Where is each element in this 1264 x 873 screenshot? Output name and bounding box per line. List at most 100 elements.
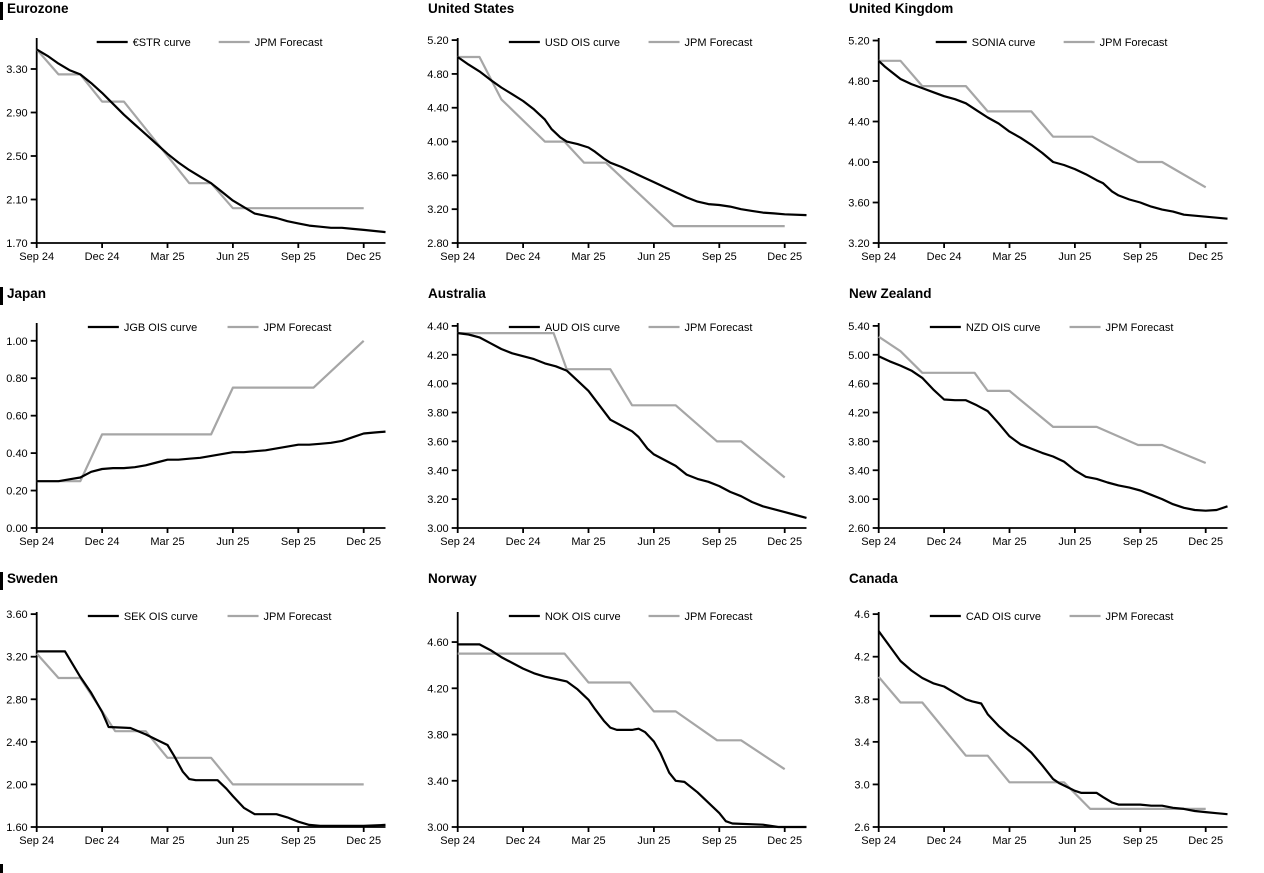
- x-tick-label: Sep 25: [1123, 536, 1158, 548]
- y-tick-label: 5.20: [427, 35, 448, 47]
- section-marker-bar: [0, 287, 3, 305]
- legend-label: JPM Forecast: [685, 37, 753, 49]
- chart-title-eurozone: Eurozone: [7, 1, 69, 16]
- y-tick-label: 1.00: [6, 336, 27, 348]
- legend-label: AUD OIS curve: [545, 322, 620, 334]
- legend-label: €STR curve: [133, 37, 191, 49]
- y-tick-label: 5.20: [848, 36, 869, 48]
- x-tick-label: Jun 25: [637, 536, 670, 548]
- legend-label: JPM Forecast: [264, 611, 332, 623]
- y-tick-label: 4.80: [427, 69, 448, 81]
- x-tick-label: Dec 25: [346, 251, 381, 263]
- y-tick-label: 2.00: [6, 779, 27, 791]
- y-tick-label: 4.6: [854, 609, 869, 621]
- y-tick-label: 4.00: [427, 137, 448, 149]
- chart-title-japan: Japan: [7, 286, 47, 301]
- x-tick-label: Sep 24: [440, 251, 475, 263]
- chart-title-canada: Canada: [849, 571, 898, 586]
- y-tick-label: 3.20: [427, 494, 448, 506]
- chart-panel-norway: Norway 4.60 4.20 3.80 3.40 3.00 Sep 24 Dec 24 M…: [421, 570, 842, 873]
- chart-title-australia: Australia: [428, 286, 486, 301]
- x-tick-label: Sep 25: [281, 536, 316, 548]
- x-tick-label: Jun 25: [1058, 835, 1091, 847]
- y-tick-label: 4.60: [848, 379, 869, 391]
- y-tick-label: 5.40: [848, 321, 869, 333]
- x-tick-label: Sep 24: [861, 835, 896, 847]
- chart-panel-japan: Japan 1.00 0.80 0.60 0.40 0.20 0.00 Sep 24 Dec …: [0, 285, 421, 570]
- x-tick-label: Dec 24: [506, 536, 541, 548]
- legend-label: USD OIS curve: [545, 37, 620, 49]
- y-tick-label: 3.00: [848, 494, 869, 506]
- y-tick-label: 2.80: [427, 238, 448, 250]
- legend-label: JPM Forecast: [1100, 37, 1168, 49]
- x-tick-label: Dec 25: [1188, 835, 1223, 847]
- y-tick-label: 4.2: [854, 652, 869, 664]
- y-tick-label: 3.20: [6, 652, 27, 664]
- legend-label: JPM Forecast: [685, 322, 753, 334]
- y-tick-label: 4.80: [848, 76, 869, 88]
- y-tick-label: 1.70: [6, 238, 27, 250]
- x-tick-label: Sep 25: [702, 835, 737, 847]
- x-tick-label: Dec 25: [767, 835, 802, 847]
- x-tick-label: Mar 25: [992, 835, 1026, 847]
- chart-title-norway: Norway: [428, 571, 477, 586]
- series-line--str-curve: [36, 48, 386, 234]
- series-line-sek-ois-curve: [36, 650, 386, 827]
- legend-label: JGB OIS curve: [124, 322, 197, 334]
- x-tick-label: Dec 25: [346, 835, 381, 847]
- x-tick-label: Dec 25: [767, 251, 802, 263]
- x-tick-label: Sep 25: [702, 536, 737, 548]
- chart-panel-eurozone: Eurozone 3.30 2.90 2.50 2.10 1.70 Sep 24 Dec 2…: [0, 0, 421, 285]
- series-line-jpm-forecast: [457, 55, 785, 228]
- x-tick-label: Jun 25: [216, 835, 249, 847]
- section-marker-bar: [0, 2, 3, 20]
- y-tick-label: 2.80: [6, 694, 27, 706]
- x-tick-label: Sep 24: [861, 251, 896, 263]
- y-tick-label: 4.40: [427, 321, 448, 333]
- y-tick-label: 2.10: [6, 194, 27, 206]
- legend-label: JPM Forecast: [1106, 322, 1174, 334]
- x-tick-label: Mar 25: [571, 835, 605, 847]
- x-tick-label: Dec 24: [85, 536, 120, 548]
- chart-panel-australia: Australia 4.40 4.20 4.00 3.80 3.60 3.40 3.20 3.…: [421, 285, 842, 570]
- x-tick-label: Dec 25: [767, 536, 802, 548]
- y-tick-label: 3.80: [427, 408, 448, 420]
- legend-label: NOK OIS curve: [545, 611, 621, 623]
- y-tick-label: 3.60: [427, 170, 448, 182]
- x-tick-label: Dec 24: [506, 835, 541, 847]
- x-tick-label: Jun 25: [216, 251, 249, 263]
- x-tick-label: Mar 25: [992, 536, 1026, 548]
- x-tick-label: Sep 24: [440, 536, 475, 548]
- chart-title-united-kingdom: United Kingdom: [849, 1, 954, 16]
- y-tick-label: 4.00: [848, 157, 869, 169]
- y-tick-label: 3.0: [854, 779, 869, 791]
- legend-label: SONIA curve: [972, 37, 1036, 49]
- y-tick-label: 0.60: [6, 411, 27, 423]
- x-tick-label: Mar 25: [150, 835, 184, 847]
- chart-panel-canada: Canada 4.6 4.2 3.8 3.4 3.0 2.6 Sep 24 Dec 24 Mar…: [842, 570, 1264, 873]
- x-tick-label: Dec 24: [506, 251, 541, 263]
- x-tick-label: Dec 25: [1188, 536, 1223, 548]
- y-tick-label: 2.50: [6, 151, 27, 163]
- x-tick-label: Sep 25: [281, 251, 316, 263]
- legend-label: CAD OIS curve: [966, 611, 1041, 623]
- x-tick-label: Dec 24: [85, 835, 120, 847]
- x-tick-label: Jun 25: [216, 536, 249, 548]
- chart-title-united-states: United States: [428, 1, 515, 16]
- y-tick-label: 4.20: [427, 683, 448, 695]
- next-section-marker-partial: [0, 864, 3, 873]
- x-tick-label: Jun 25: [637, 835, 670, 847]
- y-tick-label: 2.40: [6, 737, 27, 749]
- y-tick-label: 4.20: [427, 350, 448, 362]
- series-line-cad-ois-curve: [877, 630, 1228, 816]
- x-tick-label: Jun 25: [1058, 536, 1091, 548]
- y-tick-label: 2.60: [848, 523, 869, 535]
- y-tick-label: 3.60: [427, 436, 448, 448]
- legend-label: JPM Forecast: [264, 322, 332, 334]
- chart-panel-sweden: Sweden 3.60 3.20 2.80 2.40 2.00 1.60 Sep 24 Dec…: [0, 570, 421, 873]
